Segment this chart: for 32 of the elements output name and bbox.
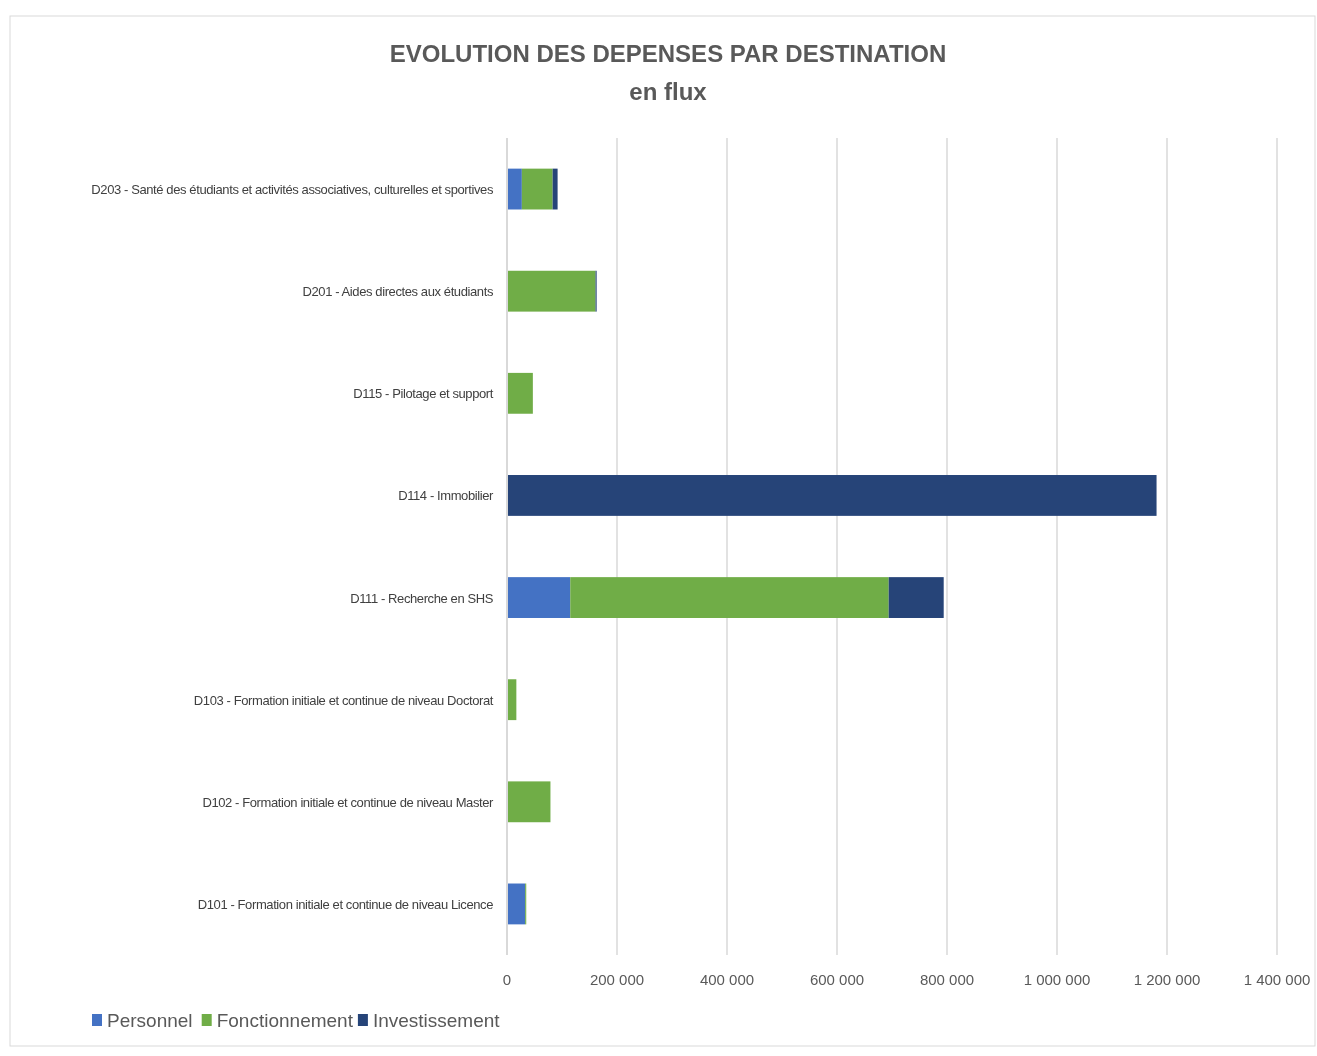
- bar: [507, 372, 533, 414]
- x-tick-label: 1 400 000: [1243, 971, 1311, 988]
- bar: [570, 577, 889, 618]
- x-tick-label: 1 200 000: [1133, 971, 1201, 988]
- bar: [507, 577, 571, 618]
- x-tick-label: 800 000: [919, 971, 975, 988]
- bar: [888, 577, 944, 618]
- y-tick-label: D115 - Pilotage et support: [353, 386, 494, 402]
- bar: [507, 781, 551, 823]
- y-tick-label: D114 - Immobilier: [398, 488, 495, 504]
- x-tick-label: 600 000: [809, 971, 865, 988]
- x-tick-label: 400 000: [699, 971, 755, 988]
- chart-title: EVOLUTION DES DEPENSES PAR DESTINATION: [389, 40, 947, 67]
- bar: [507, 883, 526, 925]
- chart-subtitle: en flux: [629, 78, 708, 105]
- x-tick-label: 200 000: [589, 971, 645, 988]
- legend-label: Fonctionnement: [216, 1010, 354, 1031]
- x-tick-label: 0: [502, 971, 512, 988]
- bar: [507, 475, 1157, 516]
- legend-label: Personnel: [107, 1010, 193, 1031]
- y-tick-label: D111 - Recherche en SHS: [350, 590, 494, 606]
- x-tick-label: 1 000 000: [1023, 971, 1091, 988]
- y-tick-label: D201 - Aides directes aux étudiants: [302, 284, 494, 300]
- y-tick-label: D102 - Formation initiale et continue de niveau Master: [202, 794, 495, 810]
- y-tick-label: D101 - Formation initiale et continue de niveau Licence: [197, 896, 494, 912]
- y-tick-label: D103 - Formation initiale et continue de niveau Doctorat: [193, 692, 494, 708]
- y-tick-label: D203 - Santé des étudiants et activités associatives, culturelles et sportives: [91, 182, 494, 198]
- bar: [552, 168, 558, 210]
- bar: [521, 168, 553, 210]
- bar: [507, 168, 522, 210]
- bar: [507, 270, 596, 312]
- legend-label: Investissement: [372, 1010, 501, 1031]
